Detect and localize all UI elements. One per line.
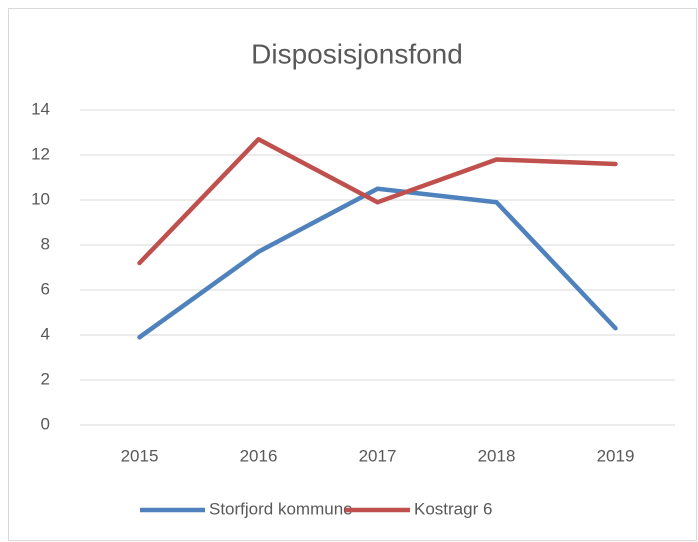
x-tick-label: 2015 <box>121 446 159 465</box>
chart-title: Disposisjonsfond <box>251 38 463 69</box>
chart-border <box>8 8 697 541</box>
y-tick-label: 4 <box>41 324 50 343</box>
x-tick-label: 2017 <box>359 446 397 465</box>
y-tick-label: 6 <box>41 279 50 298</box>
y-tick-label: 8 <box>41 234 50 253</box>
y-tick-label: 0 <box>41 414 50 433</box>
y-tick-label: 12 <box>31 144 50 163</box>
x-tick-label: 2018 <box>478 446 516 465</box>
line-series <box>137 186 618 340</box>
legend-label: Kostragr 6 <box>414 499 492 518</box>
y-tick-label: 2 <box>41 369 50 388</box>
line-series <box>137 137 618 266</box>
y-tick-label: 14 <box>31 99 50 118</box>
legend-label: Storfjord kommune <box>209 499 353 518</box>
x-tick-label: 2016 <box>240 446 278 465</box>
y-tick-label: 10 <box>31 189 50 208</box>
x-tick-label: 2019 <box>597 446 635 465</box>
